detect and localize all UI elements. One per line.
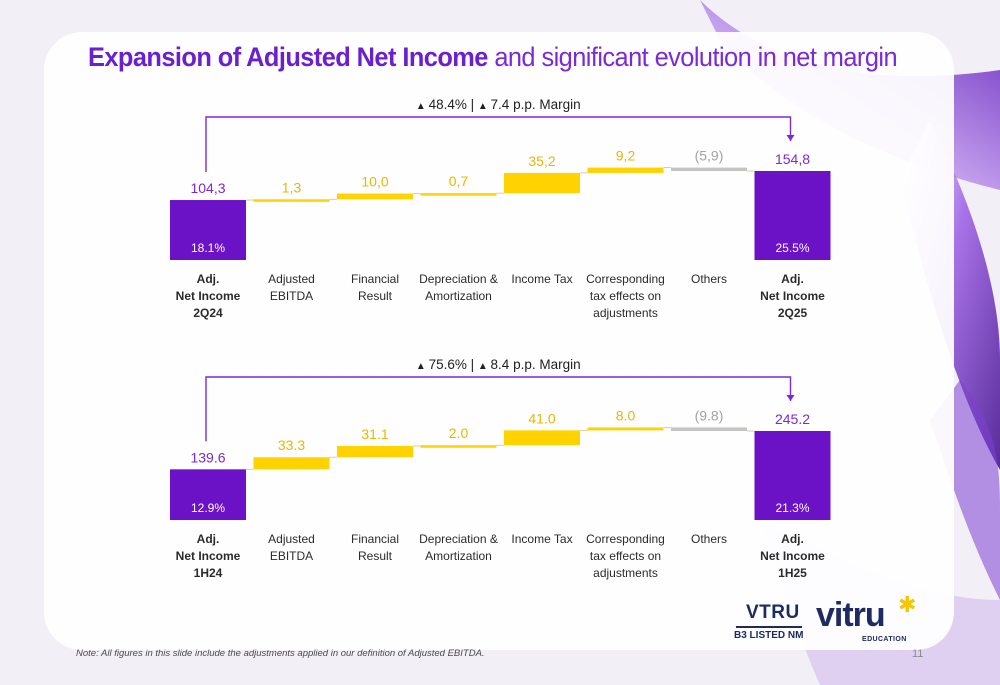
value-label-6: 8.0 [616, 407, 636, 423]
category-label-4: Depreciation & Amortization [419, 272, 498, 303]
value-label-1: 104,3 [190, 180, 225, 196]
category-label-7: Others [691, 532, 727, 546]
value-label-5: 35,2 [528, 153, 555, 169]
margin-label-2: 21.3% [775, 501, 809, 515]
footnote: Note: All figures in this slide include … [76, 648, 485, 659]
slide-title-rest: and significant evolution in net margin [487, 42, 898, 72]
slide-title: Expansion of Adjusted Net Income and sig… [88, 42, 898, 73]
bar-3 [337, 193, 413, 200]
growth-annotation: ▲ 48.4% | ▲ 7.4 p.p. Margin [416, 97, 581, 112]
bar-5 [504, 172, 580, 194]
bar-4 [420, 445, 497, 448]
category-label-1: Adj. Net Income 2Q24 [176, 272, 241, 320]
bar-1 [170, 469, 246, 520]
growth-bracket [205, 116, 792, 173]
value-label-3: 10,0 [361, 174, 388, 190]
value-label-4: 2.0 [449, 425, 469, 441]
category-label-6: Corresponding tax effects on adjustments [586, 532, 665, 580]
up-arrow-icon: ▲ [416, 101, 429, 112]
value-label-2: 1,3 [282, 179, 302, 195]
growth-annotation: ▲ 75.6% | ▲ 8.4 p.p. Margin [416, 357, 581, 372]
growth-bracket [205, 376, 792, 442]
bar-6 [587, 167, 664, 173]
value-label-3: 31.1 [361, 426, 388, 442]
category-label-5: Income Tax [511, 272, 572, 286]
brand-star-icon: ✱ [898, 592, 917, 617]
bar-1 [170, 200, 246, 260]
bar-3 [337, 445, 413, 458]
waterfall-chart-2q: 104,3 Adj. Net Income 2Q24 1,3 Adjusted EBITDA… [170, 97, 831, 320]
value-label-7: (9.8) [695, 407, 724, 423]
bar-8 [754, 431, 831, 520]
b3-logo-rule [736, 626, 802, 628]
category-label-7: Others [691, 272, 727, 286]
margin-label-1: 18.1% [191, 241, 225, 255]
bracket-arrow-icon [786, 135, 795, 141]
value-label-7: (5,9) [695, 148, 724, 164]
logos: VTRU B3 LISTED NM vitru ✱ EDUCATION [730, 592, 920, 648]
category-label-3: Financial Result [351, 532, 399, 563]
brand-logo: vitru [816, 596, 886, 634]
bar-2 [253, 457, 330, 470]
category-label-3: Financial Result [351, 272, 399, 303]
page-number: 11 [912, 648, 924, 660]
value-label-4: 0,7 [449, 173, 469, 189]
value-label-1: 139.6 [190, 449, 225, 465]
category-label-4: Depreciation & Amortization [419, 532, 498, 563]
value-label-8: 154,8 [775, 151, 810, 167]
slide-title-bold: Expansion of Adjusted Net Income [88, 42, 488, 72]
slide-card [44, 32, 954, 650]
value-label-5: 41.0 [528, 410, 555, 426]
up-arrow-icon: ▲ [416, 361, 429, 372]
up-arrow-icon: ▲ [478, 101, 491, 112]
category-label-1: Adj. Net Income 1H24 [176, 532, 241, 580]
category-label-2: Adjusted EBITDA [268, 532, 315, 563]
category-label-6: Corresponding tax effects on adjustments [586, 272, 665, 320]
bar-4 [420, 193, 497, 196]
category-label-2: Adjusted EBITDA [268, 272, 315, 303]
bracket-arrow-icon [786, 395, 795, 401]
b3-listing-label: B3 LISTED NM [734, 630, 804, 641]
up-arrow-icon: ▲ [478, 361, 491, 372]
category-label-5: Income Tax [511, 532, 572, 546]
bar-2 [253, 199, 330, 202]
value-label-2: 33.3 [278, 437, 305, 453]
category-label-8: Adj. Net Income 1H25 [760, 532, 825, 580]
waterfall-chart-1h: 139.6 Adj. Net Income 1H24 33.3 Adjusted EBITD… [170, 357, 831, 580]
bar-7 [671, 167, 747, 171]
category-label-8: Adj. Net Income 2Q25 [760, 272, 825, 320]
bar-8 [754, 171, 831, 260]
b3-ticker-logo: VTRU [746, 602, 800, 623]
value-label-6: 9,2 [616, 148, 636, 164]
brand-logo-subtitle: EDUCATION [862, 636, 907, 643]
margin-label-2: 25.5% [775, 241, 809, 255]
value-label-8: 245.2 [775, 411, 810, 427]
bar-6 [587, 427, 664, 431]
margin-label-1: 12.9% [191, 501, 225, 515]
bar-7 [671, 427, 747, 431]
bar-5 [504, 430, 580, 446]
